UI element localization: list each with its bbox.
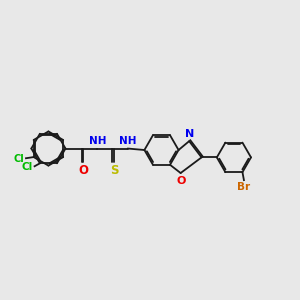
Text: NH: NH (119, 136, 137, 146)
Text: NH: NH (88, 136, 106, 146)
Text: S: S (110, 164, 118, 177)
Text: Br: Br (237, 182, 250, 192)
Text: Cl: Cl (22, 162, 33, 172)
Text: N: N (184, 128, 194, 139)
Text: O: O (79, 164, 88, 177)
Text: Cl: Cl (14, 154, 24, 164)
Text: O: O (176, 176, 186, 186)
